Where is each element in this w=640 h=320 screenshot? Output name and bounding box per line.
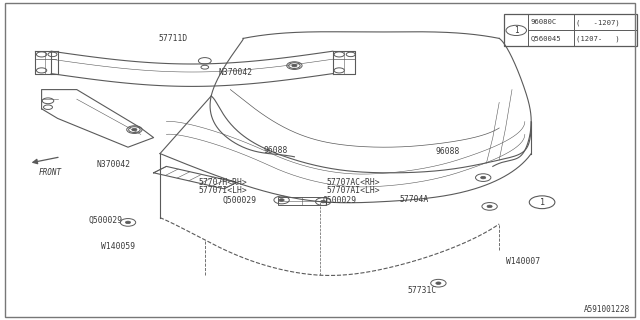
Text: N370042: N370042: [218, 68, 253, 77]
Text: 96080C: 96080C: [531, 20, 557, 25]
Text: W140059: W140059: [101, 242, 136, 251]
Text: 1: 1: [540, 198, 545, 207]
Text: 57707I<LH>: 57707I<LH>: [198, 186, 247, 195]
Circle shape: [292, 64, 297, 67]
Circle shape: [481, 176, 486, 179]
Bar: [504, 14, 637, 46]
Text: (   -1207): ( -1207): [577, 19, 620, 26]
Text: 96088: 96088: [263, 146, 287, 155]
Bar: [278, 197, 326, 205]
Text: Q500029: Q500029: [88, 216, 123, 225]
Text: 57711D: 57711D: [158, 34, 188, 43]
Text: 57707AC<RH>: 57707AC<RH>: [326, 178, 380, 187]
Text: Q500029: Q500029: [223, 196, 257, 204]
Circle shape: [132, 128, 137, 131]
Text: W140007: W140007: [506, 257, 540, 266]
Text: 57707AI<LH>: 57707AI<LH>: [326, 186, 380, 195]
Text: Q500029: Q500029: [322, 196, 356, 204]
Circle shape: [279, 199, 284, 201]
Text: 57704A: 57704A: [400, 196, 429, 204]
Circle shape: [125, 221, 131, 224]
Text: 57731C: 57731C: [407, 286, 436, 295]
Circle shape: [321, 200, 326, 203]
Text: A591001228: A591001228: [584, 305, 630, 314]
Text: (1207-   ): (1207- ): [577, 35, 620, 42]
Text: Q560045: Q560045: [531, 36, 561, 41]
Circle shape: [487, 205, 492, 208]
Text: 96088: 96088: [436, 147, 460, 156]
Text: N370042: N370042: [97, 160, 131, 169]
Text: 1: 1: [514, 26, 518, 35]
Text: 57707H<RH>: 57707H<RH>: [198, 178, 247, 187]
Circle shape: [436, 282, 441, 284]
Text: FRONT: FRONT: [38, 168, 61, 177]
